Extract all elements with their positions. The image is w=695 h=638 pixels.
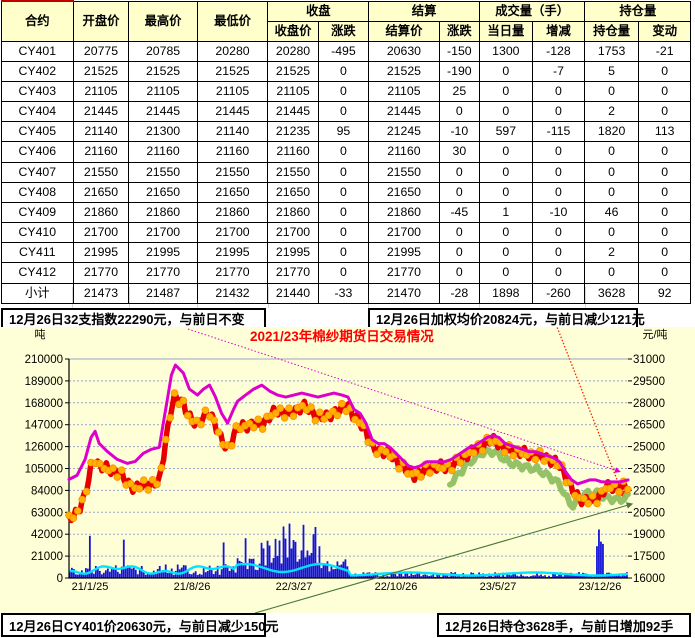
svg-text:23/12/26: 23/12/26	[579, 581, 622, 593]
svg-text:0: 0	[57, 573, 63, 585]
svg-text:21000: 21000	[31, 551, 63, 563]
svg-text:210000: 210000	[25, 354, 63, 366]
svg-text:22000: 22000	[633, 485, 665, 497]
svg-text:21/8/26: 21/8/26	[174, 581, 211, 593]
svg-text:28000: 28000	[633, 398, 665, 410]
svg-text:105000: 105000	[25, 464, 63, 476]
svg-text:42000: 42000	[31, 529, 63, 541]
svg-text:84000: 84000	[31, 485, 63, 497]
svg-text:元/吨: 元/吨	[642, 328, 667, 341]
svg-text:23/5/27: 23/5/27	[480, 581, 517, 593]
svg-text:29500: 29500	[633, 376, 665, 388]
svg-text:19000: 19000	[633, 529, 665, 541]
svg-text:2021/23年棉纱期货日交易情况: 2021/23年棉纱期货日交易情况	[250, 328, 434, 344]
svg-text:23500: 23500	[633, 464, 665, 476]
svg-text:22/3/27: 22/3/27	[276, 581, 313, 593]
svg-text:189000: 189000	[25, 376, 63, 388]
svg-text:31000: 31000	[633, 354, 665, 366]
svg-text:吨: 吨	[35, 328, 46, 341]
svg-text:22/10/26: 22/10/26	[375, 581, 418, 593]
svg-text:63000: 63000	[31, 507, 63, 519]
svg-text:147000: 147000	[25, 420, 63, 432]
svg-text:17500: 17500	[633, 551, 665, 563]
svg-text:25000: 25000	[633, 442, 665, 454]
svg-text:21/1/25: 21/1/25	[72, 581, 109, 593]
svg-text:126000: 126000	[25, 442, 63, 454]
svg-text:26500: 26500	[633, 420, 665, 432]
svg-text:16000: 16000	[633, 573, 665, 585]
svg-text:20500: 20500	[633, 507, 665, 519]
svg-text:168000: 168000	[25, 398, 63, 410]
